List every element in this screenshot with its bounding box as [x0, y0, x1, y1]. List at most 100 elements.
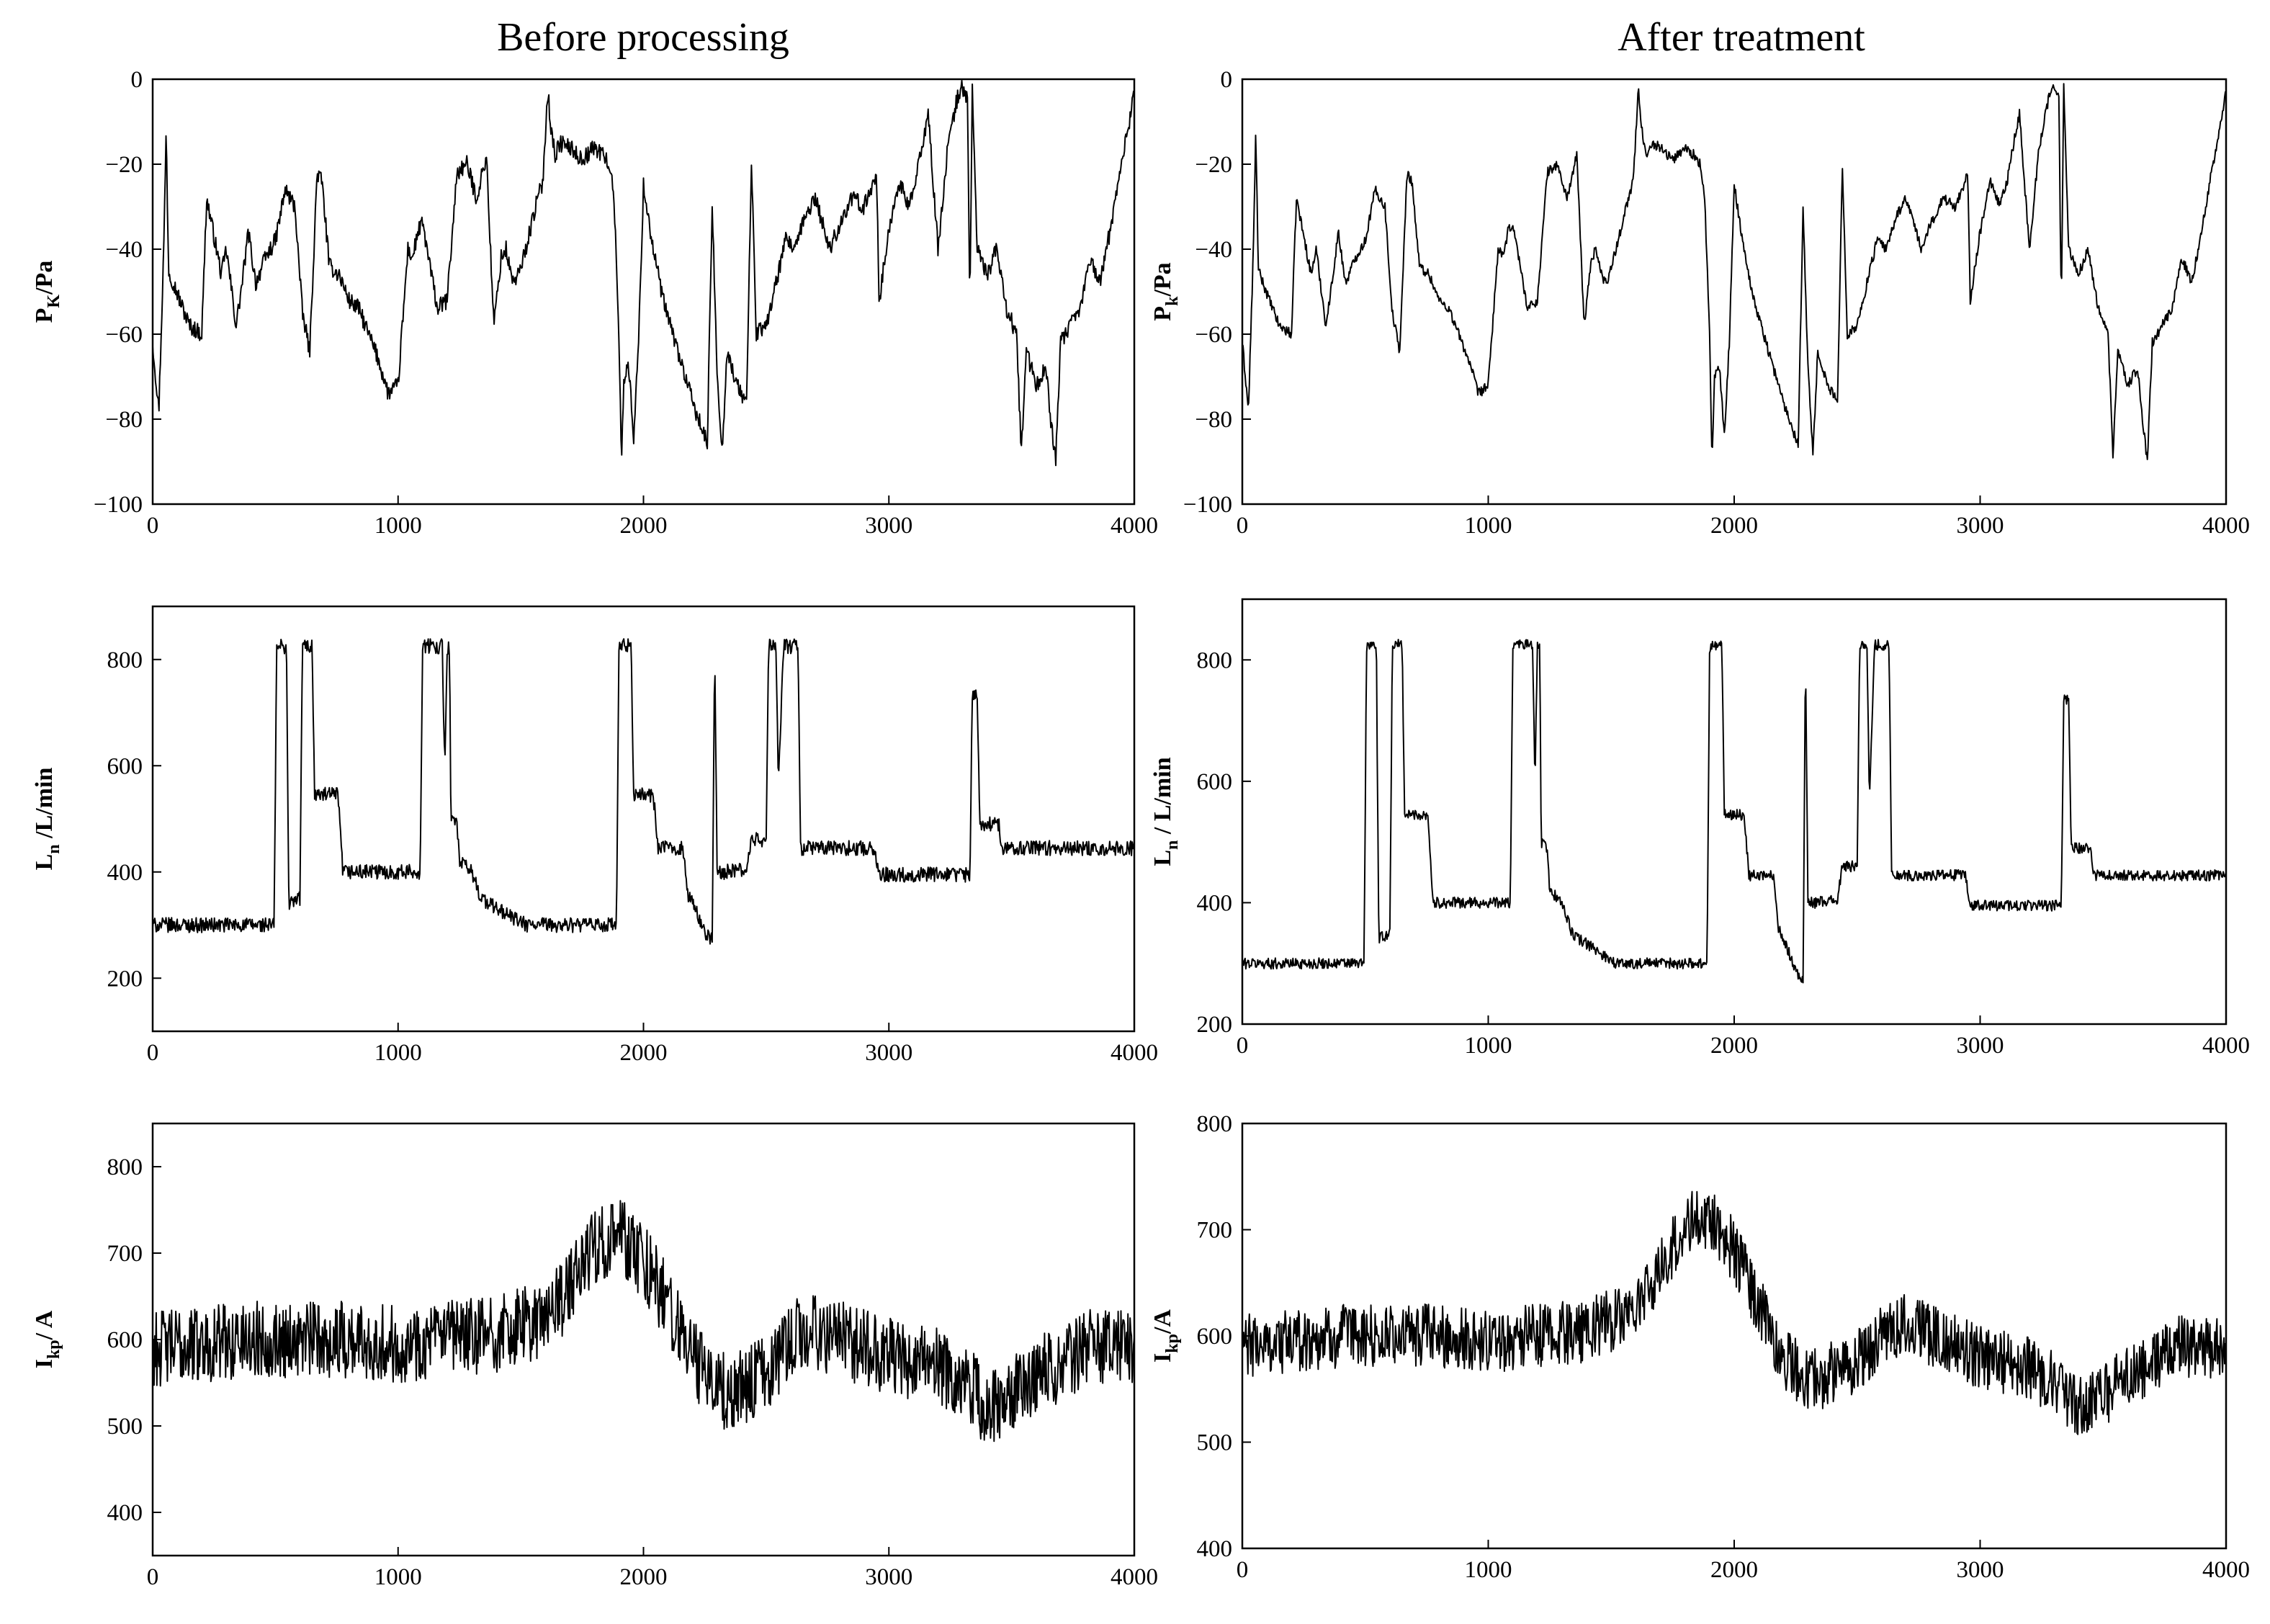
y-tick-label: −20 [105, 152, 143, 178]
y-tick-label: 400 [107, 860, 143, 886]
chart-panels: 0 1000 2000 3000 40000−20−40−60−80−100PK/Pa0… [31, 67, 2250, 1590]
x-tick-label: 2000 [620, 1040, 668, 1066]
x-tick-label: 1000 [374, 513, 422, 539]
y-tick-label: −40 [105, 237, 143, 263]
x-tick-label: 2000 [1710, 513, 1758, 539]
y-axis-label-unit: /A [1149, 1309, 1176, 1334]
y-tick-label: 400 [107, 1500, 143, 1526]
x-tick-label: 0 [1237, 513, 1249, 539]
chart-pk-before: 0 1000 2000 3000 4000 0 −20 −40 −60 −80 −100 PK/Pa [31, 67, 1158, 539]
y-axis-label-sub: k [1163, 296, 1182, 306]
series-line [152, 1200, 1135, 1443]
y-axis-label-unit: /Pa [31, 261, 58, 295]
x-tick-label: 3000 [1957, 1557, 2004, 1583]
y-tick-label: −100 [94, 492, 143, 518]
y-tick-label: −60 [1195, 322, 1232, 348]
y-axis-label-main: L [1149, 850, 1176, 866]
y-axis-label: Ikp/A [1149, 1309, 1182, 1363]
x-tick-label: 4000 [2202, 1033, 2250, 1059]
x-tick-label: 4000 [2202, 513, 2250, 539]
series-line [152, 79, 1135, 467]
y-axis-label: PK/Pa [31, 261, 63, 323]
column-title-before: Before processing [497, 15, 789, 60]
x-tick-label: 4000 [1111, 513, 1158, 539]
y-tick-label: 500 [1197, 1430, 1233, 1456]
y-axis-label: Ln /L/min [31, 768, 63, 871]
x-tick-label: 0 [147, 1040, 159, 1066]
x-tick-label: 0 [1237, 1033, 1249, 1059]
chart-ikp-before: 0 1000 2000 3000 4000 400 500 600 700 800 Ikp/ A [31, 1122, 1158, 1590]
x-tick-label: 3000 [865, 1040, 912, 1066]
y-axis-label-sub: n [1163, 840, 1182, 850]
x-tick-label: 3000 [865, 1564, 912, 1590]
x-tick-label: 2000 [1710, 1033, 1758, 1059]
x-tick-label: 3000 [1957, 513, 2004, 539]
y-tick-label: 0 [131, 67, 143, 93]
y-tick-label: 600 [107, 753, 143, 779]
plot-frame [151, 605, 1136, 1033]
column-title-after: After treatment [1618, 15, 1865, 60]
y-tick-label: −40 [1195, 237, 1232, 263]
y-axis-label-unit: /Pa [1149, 262, 1176, 297]
y-axis-label-main: L [31, 854, 58, 871]
chart-ikp-after: 0 1000 2000 3000 4000 400 500 600 700 800 Ikp/A [1149, 1111, 2250, 1583]
series-line [152, 638, 1135, 945]
y-tick-label: −100 [1183, 492, 1232, 518]
y-axis-label-main: P [31, 308, 58, 323]
y-tick-label: 800 [1197, 1111, 1233, 1137]
x-tick-label: 0 [1237, 1557, 1249, 1583]
y-tick-label: −60 [105, 322, 143, 348]
series-line [1242, 1190, 2227, 1435]
y-tick-label: 700 [107, 1241, 143, 1267]
x-tick-label: 1000 [1465, 1033, 1512, 1059]
y-axis-label-sub: kp [45, 1340, 63, 1359]
x-tick-label: 3000 [865, 513, 912, 539]
chart-pk-after: 0 1000 2000 3000 4000 0 −20 −40 −60 −80 −100 Pk/Pa [1149, 67, 2250, 539]
y-axis-label-sub: K [45, 295, 63, 308]
x-tick-label: 2000 [1710, 1557, 1758, 1583]
plot-frame [151, 78, 1136, 506]
y-tick-label: −20 [1195, 152, 1232, 178]
x-tick-label: 1000 [1465, 513, 1512, 539]
y-tick-label: 800 [107, 1154, 143, 1180]
y-tick-label: 700 [1197, 1218, 1233, 1244]
series-line [1242, 83, 2227, 460]
y-tick-label: 0 [1221, 67, 1233, 93]
x-tick-label: 1000 [374, 1040, 422, 1066]
x-tick-label: 4000 [1111, 1040, 1158, 1066]
y-axis-label: Ikp/ A [31, 1310, 63, 1368]
y-axis-label-unit: /L/min [31, 768, 58, 845]
y-tick-label: 800 [1197, 647, 1233, 673]
y-axis-label: Pk/Pa [1149, 262, 1182, 320]
y-axis-label-main: P [1149, 306, 1176, 321]
y-tick-label: 200 [107, 966, 143, 992]
y-tick-label: 400 [1197, 890, 1233, 916]
plot-frame [1241, 78, 2228, 506]
series-line [1242, 639, 2227, 984]
x-tick-label: 4000 [2202, 1557, 2250, 1583]
y-tick-label: 600 [107, 1327, 143, 1353]
y-tick-label: −80 [105, 407, 143, 433]
y-tick-label: 600 [1197, 1324, 1233, 1350]
x-tick-label: 1000 [374, 1564, 422, 1590]
y-axis-label-main: I [31, 1359, 58, 1368]
y-axis-label-unit: / A [31, 1310, 58, 1340]
y-tick-label: 800 [107, 647, 143, 673]
y-tick-label: 600 [1197, 769, 1233, 795]
y-tick-label: 400 [1197, 1536, 1233, 1562]
y-axis-label-sub: kp [1163, 1334, 1182, 1353]
x-tick-label: 0 [147, 1564, 159, 1590]
y-axis-label-main: I [1149, 1353, 1176, 1363]
y-tick-label: −80 [1195, 407, 1232, 433]
x-tick-label: 2000 [620, 1564, 668, 1590]
y-axis-label-sub: n [45, 844, 63, 853]
y-tick-label: 200 [1197, 1012, 1233, 1038]
y-axis-label-unit: / L/min [1149, 757, 1176, 840]
chart-ln-after: 0 1000 2000 3000 4000 200 400 600 800 Ln / L/min [1149, 598, 2250, 1059]
x-tick-label: 2000 [620, 513, 668, 539]
chart-ln-before: 0 1000 2000 3000 4000 200 400 600 800 Ln /L/min [31, 605, 1158, 1066]
x-tick-label: 3000 [1957, 1033, 2004, 1059]
y-tick-label: 500 [107, 1414, 143, 1440]
y-axis-label: Ln / L/min [1149, 757, 1182, 866]
